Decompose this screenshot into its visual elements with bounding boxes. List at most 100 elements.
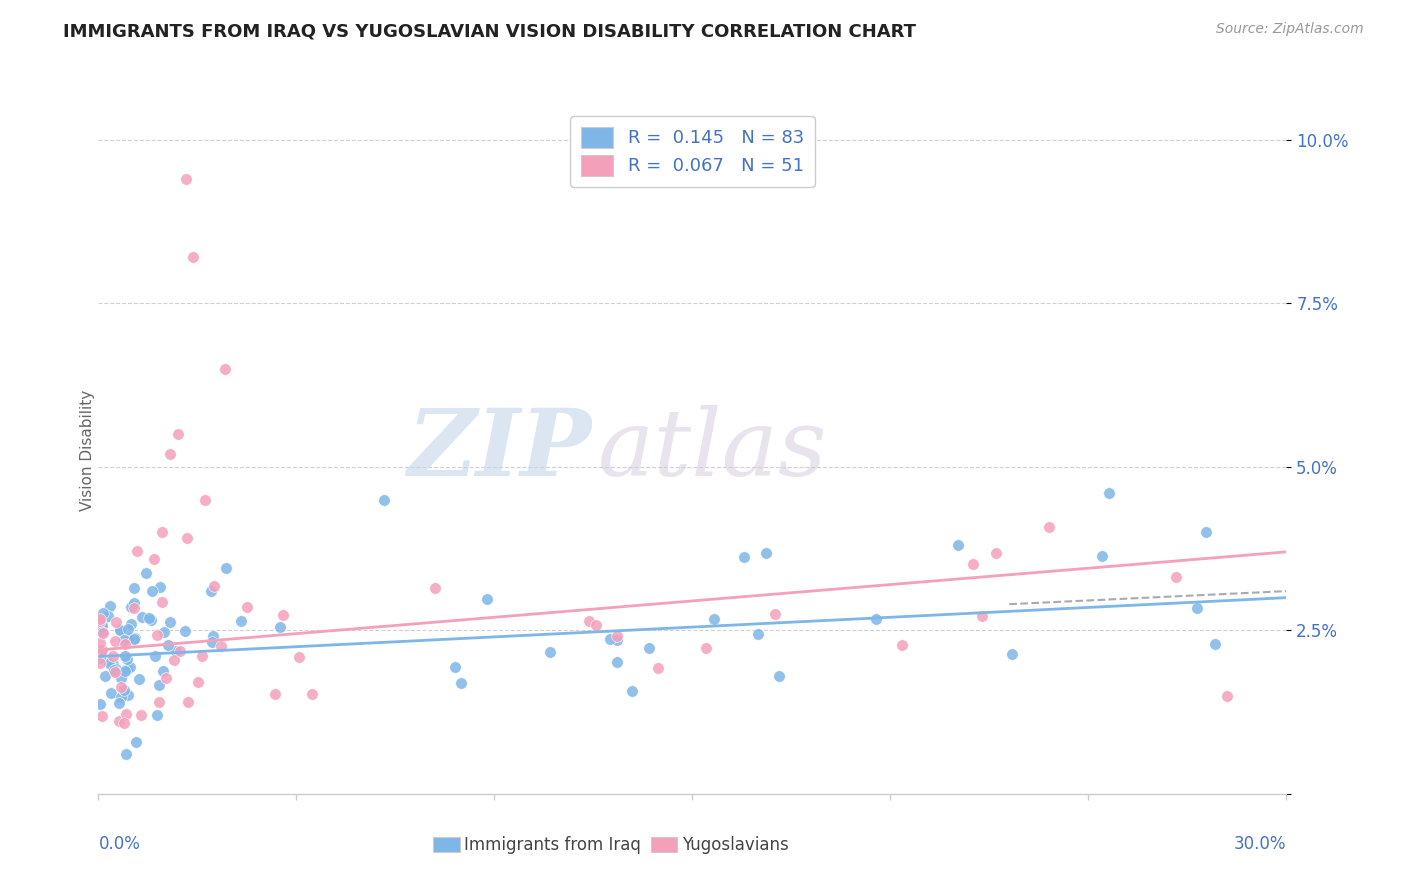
Point bbox=[450, 676, 472, 690]
Text: atlas: atlas bbox=[598, 406, 827, 495]
Point bbox=[90, 645, 112, 659]
Point bbox=[273, 607, 295, 622]
Point bbox=[703, 612, 725, 626]
Point bbox=[373, 492, 395, 507]
Point bbox=[1091, 549, 1114, 563]
Point bbox=[148, 580, 170, 594]
Point bbox=[108, 714, 131, 728]
Point bbox=[768, 668, 790, 682]
Point bbox=[143, 649, 166, 664]
Point bbox=[1185, 601, 1208, 615]
Point bbox=[148, 695, 170, 709]
Point bbox=[301, 687, 323, 701]
Point bbox=[89, 698, 111, 712]
Point bbox=[89, 614, 111, 628]
Point bbox=[118, 631, 141, 645]
Point bbox=[159, 447, 181, 461]
Point bbox=[89, 612, 111, 626]
Point bbox=[150, 594, 173, 608]
Point bbox=[153, 624, 176, 639]
Point bbox=[89, 656, 111, 670]
Point bbox=[190, 648, 212, 663]
Point bbox=[112, 716, 135, 731]
Text: Immigrants from Iraq: Immigrants from Iraq bbox=[464, 837, 641, 855]
Point bbox=[986, 546, 1008, 560]
Point bbox=[97, 608, 120, 623]
Point bbox=[117, 688, 139, 702]
Point bbox=[115, 661, 138, 675]
Point bbox=[146, 707, 169, 722]
Point bbox=[103, 664, 125, 678]
Point bbox=[236, 599, 259, 614]
Point bbox=[120, 616, 142, 631]
Point bbox=[606, 629, 628, 643]
Point bbox=[129, 708, 152, 723]
Point bbox=[131, 609, 153, 624]
Point bbox=[103, 663, 125, 677]
Point bbox=[229, 614, 252, 628]
Point bbox=[647, 661, 669, 675]
Point bbox=[89, 636, 111, 650]
Point bbox=[121, 600, 143, 615]
Point bbox=[124, 631, 146, 645]
Point bbox=[578, 614, 600, 628]
Point bbox=[166, 427, 188, 442]
Point bbox=[124, 600, 146, 615]
Point bbox=[183, 251, 205, 265]
Point bbox=[444, 659, 467, 673]
Point bbox=[962, 557, 984, 571]
Point bbox=[114, 664, 136, 678]
Point bbox=[165, 644, 187, 658]
Point bbox=[122, 632, 145, 646]
Point bbox=[139, 613, 162, 627]
Point bbox=[1204, 637, 1226, 651]
Point bbox=[169, 644, 191, 658]
Point bbox=[606, 632, 628, 647]
Point bbox=[269, 620, 291, 634]
Point bbox=[176, 531, 198, 545]
Point bbox=[108, 623, 131, 637]
Point bbox=[115, 652, 138, 666]
Point bbox=[108, 696, 131, 710]
Point bbox=[91, 709, 114, 723]
Point bbox=[105, 615, 128, 629]
Point bbox=[105, 662, 128, 676]
Point bbox=[152, 664, 174, 678]
Point bbox=[112, 683, 135, 698]
Point bbox=[114, 637, 136, 651]
Point bbox=[755, 546, 778, 560]
Point bbox=[91, 616, 114, 631]
Point bbox=[194, 492, 217, 507]
Point bbox=[177, 695, 200, 709]
Point bbox=[89, 651, 111, 665]
Point bbox=[1216, 689, 1239, 703]
Point bbox=[163, 653, 186, 667]
Point bbox=[91, 619, 114, 633]
Point bbox=[138, 611, 160, 625]
Point bbox=[155, 671, 177, 685]
Point bbox=[115, 747, 138, 762]
Point bbox=[141, 584, 163, 599]
Point bbox=[156, 638, 179, 652]
Point bbox=[143, 552, 166, 566]
Point bbox=[94, 669, 117, 683]
Legend: R =  0.145   N = 83, R =  0.067   N = 51: R = 0.145 N = 83, R = 0.067 N = 51 bbox=[569, 116, 815, 186]
Point bbox=[150, 525, 173, 540]
Point bbox=[110, 623, 132, 637]
Point bbox=[91, 626, 114, 640]
Point bbox=[200, 584, 222, 599]
Point bbox=[114, 648, 136, 663]
Point bbox=[606, 655, 628, 669]
Point bbox=[159, 615, 181, 629]
Point bbox=[91, 643, 114, 657]
Point bbox=[733, 550, 755, 565]
Point bbox=[599, 632, 621, 647]
Point bbox=[125, 735, 148, 749]
Point bbox=[122, 596, 145, 610]
Text: Source: ZipAtlas.com: Source: ZipAtlas.com bbox=[1216, 22, 1364, 37]
Point bbox=[763, 607, 786, 622]
Point bbox=[103, 634, 125, 648]
Point bbox=[100, 686, 122, 700]
Point bbox=[288, 649, 311, 664]
Point bbox=[214, 361, 236, 376]
